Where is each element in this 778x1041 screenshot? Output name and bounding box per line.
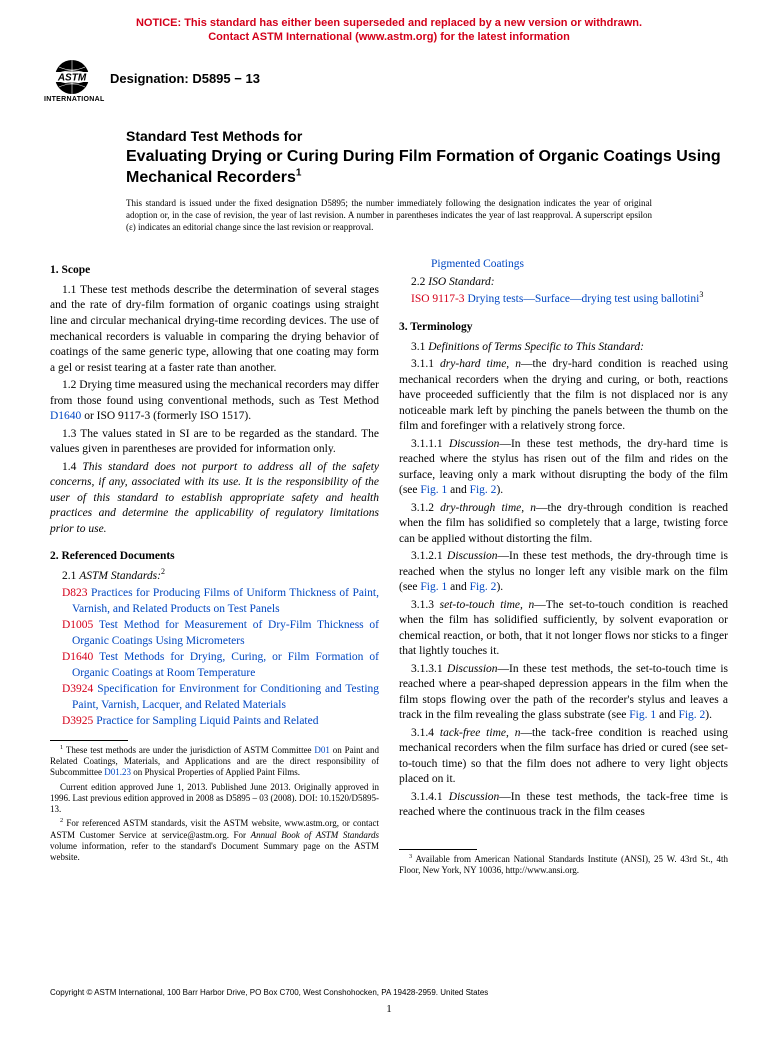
designation: Designation: D5895 − 13 (110, 71, 260, 86)
right-column: Pigmented Coatings 2.2 ISO Standard: ISO… (399, 257, 728, 879)
copyright-line: Copyright © ASTM International, 100 Barr… (50, 988, 488, 997)
header-row: ASTM INTERNATIONAL Designation: D5895 − … (44, 59, 728, 103)
link-d1640[interactable]: D1640 (50, 410, 81, 422)
para-3-1-4: 3.1.4 tack-free time, n—the tack-free co… (399, 726, 728, 788)
para-1-4: 1.4 This standard does not purport to ad… (50, 460, 379, 538)
ref-d3924: D3924 Specification for Environment for … (50, 682, 379, 713)
link-fig2[interactable]: Fig. 2 (470, 581, 497, 593)
ref-d823: D823 Practices for Producing Films of Un… (50, 586, 379, 617)
link-fig1[interactable]: Fig. 1 (420, 484, 447, 496)
para-3-1-1: 3.1.1 dry-hard time, n—the dry-hard cond… (399, 357, 728, 435)
ref-code[interactable]: D3924 (62, 683, 93, 695)
para-3-1-2-1: 3.1.2.1 Discussion—In these test methods… (399, 549, 728, 596)
notice-banner: NOTICE: This standard has either been su… (50, 16, 728, 45)
footnote-rule-left (50, 740, 128, 741)
title-kicker: Standard Test Methods for (126, 127, 728, 145)
footnote-1: 1 These test methods are under the juris… (50, 745, 379, 779)
issuance-note: This standard is issued under the fixed … (126, 198, 652, 233)
link-fig1[interactable]: Fig. 1 (420, 581, 447, 593)
ref-code[interactable]: D1640 (62, 651, 93, 663)
astm-logo-label: INTERNATIONAL (44, 96, 100, 103)
astm-logo: ASTM INTERNATIONAL (44, 59, 100, 103)
link-fig1[interactable]: Fig. 1 (629, 709, 656, 721)
pigmented-coatings[interactable]: Pigmented Coatings (399, 257, 728, 273)
notice-line1: NOTICE: This standard has either been su… (136, 17, 642, 29)
para-1-2: 1.2 Drying time measured using the mecha… (50, 378, 379, 425)
para-3-1-2: 3.1.2 dry-through time, n—the dry-throug… (399, 501, 728, 548)
refdocs-heading: 2. Referenced Documents (50, 549, 379, 565)
footnote-3: 3 Available from American National Stand… (399, 854, 728, 877)
two-column-body: 1. Scope 1.1 These test methods describe… (50, 257, 728, 879)
para-3-1-4-1: 3.1.4.1 Discussion—In these test methods… (399, 790, 728, 821)
notice-line2: Contact ASTM International (www.astm.org… (208, 31, 570, 43)
link-d01[interactable]: D01 (314, 745, 330, 755)
left-column: 1. Scope 1.1 These test methods describe… (50, 257, 379, 879)
link-d0123[interactable]: D01.23 (104, 767, 131, 777)
footnote-2: 2 For referenced ASTM standards, visit t… (50, 818, 379, 863)
link-fig2[interactable]: Fig. 2 (470, 484, 497, 496)
svg-text:ASTM: ASTM (57, 72, 87, 83)
title-main: Evaluating Drying or Curing During Film … (126, 147, 728, 189)
ref-d1640: D1640 Test Methods for Drying, Curing, o… (50, 650, 379, 681)
page-number: 1 (0, 1003, 778, 1015)
para-3-1-1-1: 3.1.1.1 Discussion—In these test methods… (399, 437, 728, 499)
para-3-1-3: 3.1.3 set-to-touch time, n—The set-to-to… (399, 598, 728, 660)
astm-logo-svg: ASTM (44, 59, 100, 95)
ref-d1005: D1005 Test Method for Measurement of Dry… (50, 618, 379, 649)
para-1-1: 1.1 These test methods describe the dete… (50, 283, 379, 376)
iso-code[interactable]: ISO 9117-3 (411, 293, 465, 305)
para-1-3: 1.3 The values stated in SI are to be re… (50, 427, 379, 458)
terminology-heading: 3. Terminology (399, 320, 728, 336)
para-3-1-3-1: 3.1.3.1 Discussion—In these test methods… (399, 662, 728, 724)
link-fig2[interactable]: Fig. 2 (678, 709, 705, 721)
para-2-1: 2.1 ASTM Standards:2 (50, 569, 379, 585)
ref-code[interactable]: D823 (62, 587, 88, 599)
ref-d3925: D3925 Practice for Sampling Liquid Paint… (50, 714, 379, 730)
footnote-1b: Current edition approved June 1, 2013. P… (50, 782, 379, 816)
ref-iso: ISO 9117-3 Drying tests—Surface—drying t… (399, 292, 728, 308)
para-3-1: 3.1 Definitions of Terms Specific to Thi… (399, 340, 728, 356)
ref-code[interactable]: D3925 (62, 715, 93, 727)
footnote-rule-right (399, 849, 477, 850)
ref-code[interactable]: D1005 (62, 619, 93, 631)
para-2-2: 2.2 ISO Standard: (399, 275, 728, 291)
scope-heading: 1. Scope (50, 263, 379, 279)
title-block: Standard Test Methods for Evaluating Dry… (126, 127, 728, 189)
